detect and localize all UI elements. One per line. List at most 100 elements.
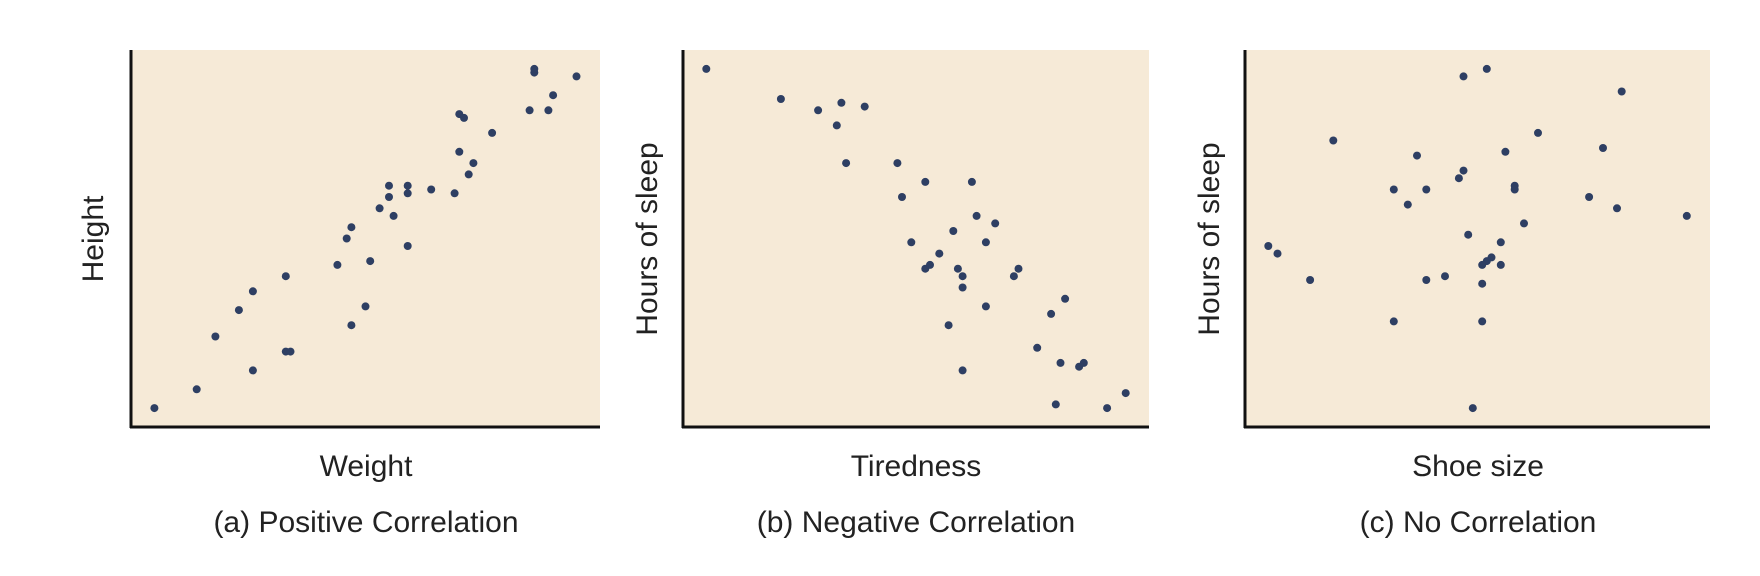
x-axis-label: Tiredness xyxy=(851,450,982,483)
data-point xyxy=(1459,72,1468,81)
data-point xyxy=(234,306,243,315)
data-point xyxy=(1273,249,1282,258)
data-point xyxy=(991,219,1000,228)
data-point xyxy=(455,147,464,156)
data-point xyxy=(1306,276,1315,284)
data-point xyxy=(837,98,846,107)
data-point xyxy=(1501,147,1510,156)
panel-negative-correlation: Tiredness Hours of sleep (b) Negative Co… xyxy=(631,50,1149,539)
y-axis-label: Height xyxy=(77,195,110,282)
data-point xyxy=(1617,87,1626,96)
data-point xyxy=(776,95,785,103)
panel-positive-correlation: Weight Height (a) Positive Correlation xyxy=(77,50,600,539)
data-point xyxy=(403,189,412,198)
data-point xyxy=(333,260,342,269)
data-point xyxy=(342,234,351,243)
y-axis-label: Hours of sleep xyxy=(1193,142,1226,335)
data-point xyxy=(958,272,967,281)
data-point xyxy=(1464,230,1473,239)
data-point xyxy=(814,106,823,115)
panel-caption: (a) Positive Correlation xyxy=(213,506,518,539)
data-point xyxy=(1121,389,1130,398)
data-point xyxy=(1403,200,1412,209)
data-point xyxy=(1459,166,1468,175)
x-axis-label: Weight xyxy=(320,450,413,483)
data-point xyxy=(403,181,412,190)
data-point xyxy=(935,249,944,258)
data-point xyxy=(385,181,393,190)
data-point xyxy=(1682,211,1691,220)
data-point xyxy=(921,177,930,186)
data-point xyxy=(1468,404,1477,413)
data-point xyxy=(1478,260,1487,269)
data-point xyxy=(281,272,290,281)
data-point xyxy=(347,223,356,232)
panel-caption: (b) Negative Correlation xyxy=(757,506,1075,539)
data-point xyxy=(525,106,534,115)
data-points xyxy=(702,64,1130,413)
data-point xyxy=(211,332,220,341)
data-point xyxy=(150,404,159,413)
data-point xyxy=(549,91,558,100)
data-point xyxy=(488,128,497,137)
data-point xyxy=(464,170,473,179)
data-point xyxy=(1585,193,1594,201)
data-point xyxy=(1613,204,1621,213)
plot-area xyxy=(683,50,1149,427)
data-point xyxy=(981,238,990,247)
data-point xyxy=(460,113,468,122)
x-axis-label: Shoe size xyxy=(1412,450,1544,483)
data-point xyxy=(907,238,916,247)
data-point xyxy=(1478,317,1487,326)
data-point xyxy=(192,385,201,394)
data-point xyxy=(1079,358,1088,367)
plot-area xyxy=(1245,50,1710,427)
panel-no-correlation: Shoe size Hours of sleep (c) No Correlat… xyxy=(1193,50,1710,539)
data-point xyxy=(385,193,393,201)
data-point xyxy=(958,366,967,375)
data-point xyxy=(389,211,398,220)
data-point xyxy=(1422,276,1431,284)
data-point xyxy=(953,264,962,273)
data-point xyxy=(1033,343,1042,352)
data-point xyxy=(1009,272,1018,281)
data-point xyxy=(572,72,581,81)
data-point xyxy=(1487,253,1496,262)
data-point xyxy=(450,189,459,198)
data-point xyxy=(972,211,981,220)
data-point xyxy=(1389,185,1398,194)
data-point xyxy=(1047,309,1056,318)
data-point xyxy=(832,121,841,130)
data-point xyxy=(1496,238,1505,247)
data-point xyxy=(958,283,967,292)
data-point xyxy=(949,227,958,235)
data-point xyxy=(1482,64,1491,73)
data-point xyxy=(967,177,976,186)
panel-caption: (c) No Correlation xyxy=(1360,506,1597,539)
data-point xyxy=(898,193,906,201)
data-point xyxy=(842,159,851,168)
data-point xyxy=(1329,136,1338,145)
data-point xyxy=(1599,144,1607,152)
data-point xyxy=(544,106,553,115)
data-point xyxy=(893,159,902,168)
data-point xyxy=(530,64,539,73)
data-point xyxy=(366,257,375,266)
data-point xyxy=(469,159,478,168)
data-point xyxy=(1454,174,1463,183)
data-point xyxy=(1061,294,1070,303)
data-point xyxy=(702,64,711,73)
data-point xyxy=(1413,151,1421,160)
plot-area xyxy=(131,50,600,427)
data-point xyxy=(1496,260,1505,269)
data-point xyxy=(248,366,257,375)
y-axis-label: Hours of sleep xyxy=(631,142,664,335)
data-point xyxy=(1478,279,1487,288)
data-points xyxy=(1264,64,1691,413)
data-point xyxy=(926,260,934,269)
data-point xyxy=(286,347,295,356)
data-points xyxy=(150,64,581,413)
data-point xyxy=(1056,358,1065,367)
data-point xyxy=(1103,404,1112,413)
